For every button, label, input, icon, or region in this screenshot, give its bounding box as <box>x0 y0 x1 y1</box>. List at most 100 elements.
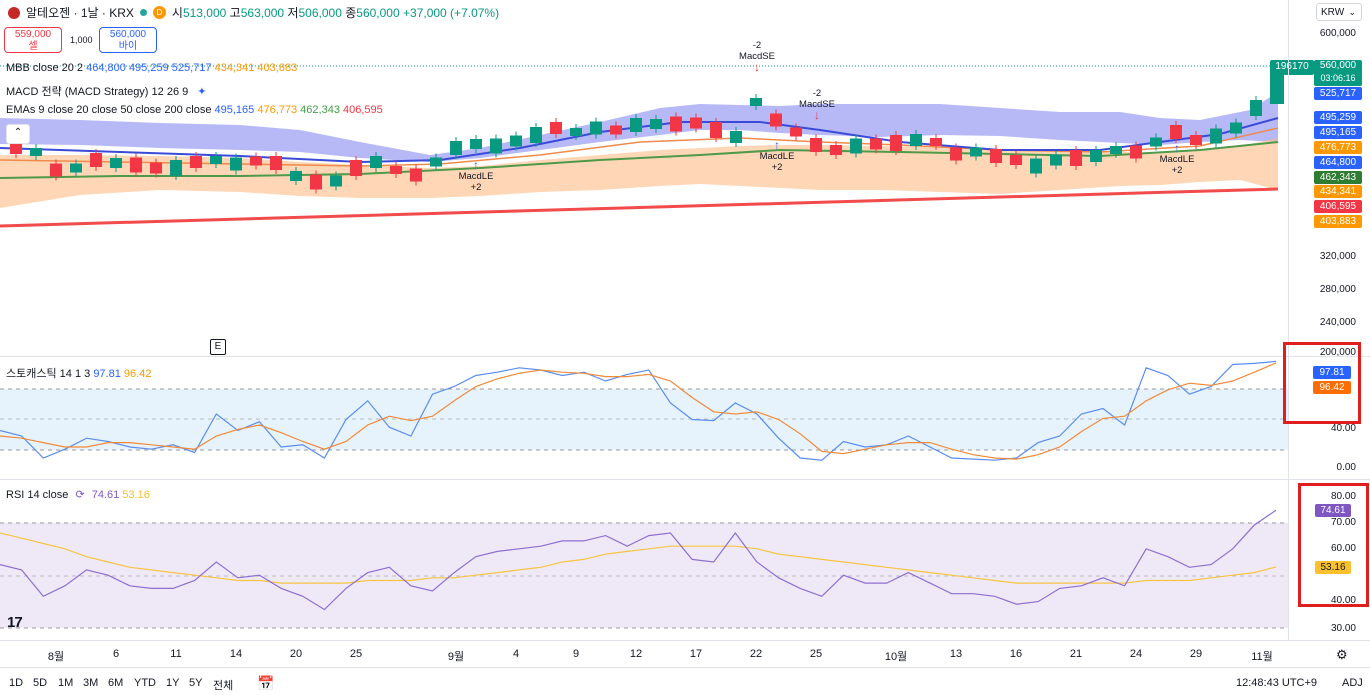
sell-button[interactable]: 559,000 셀 <box>4 27 62 53</box>
price-label: 462,343 <box>1314 171 1362 184</box>
timeframe-button-1[interactable]: 5D <box>33 677 48 689</box>
market-open-dot-icon <box>139 9 147 16</box>
arrow-down-icon: ↓ <box>814 108 820 122</box>
candle <box>910 134 922 146</box>
price-label: 403,883 <box>1314 215 1362 228</box>
candle <box>10 142 22 154</box>
candle <box>990 149 1002 163</box>
candle <box>210 156 222 164</box>
candle <box>1250 100 1262 116</box>
candle <box>1110 146 1122 154</box>
price-axis[interactable]: 600,000 320,000 280,000 240,000 200,000 <box>1319 28 1356 358</box>
symbol-title[interactable]: 알테오젠 · 1날 · KRX <box>26 6 134 20</box>
candle <box>610 125 622 135</box>
candle <box>1010 155 1022 165</box>
refresh-icon[interactable]: ⟳ <box>75 489 85 501</box>
stochastic-pane[interactable] <box>0 357 1288 479</box>
candle <box>650 119 662 129</box>
timeframe-button-6[interactable]: 1Y <box>166 677 180 689</box>
candle <box>510 135 522 147</box>
candle <box>470 139 482 149</box>
pane-divider[interactable] <box>0 479 1370 480</box>
symbol-header[interactable]: 알테오젠 · 1날 · KRX D 시513,000 고563,000 저506… <box>8 4 499 21</box>
chevron-up-icon: ⌃ <box>13 127 23 138</box>
tradingview-logo[interactable]: 17 <box>7 614 23 631</box>
candle <box>710 122 722 138</box>
candle <box>970 147 982 157</box>
pane-divider[interactable] <box>0 356 1370 357</box>
price-label: 495,165 <box>1314 126 1362 139</box>
time-axis-label: 11 <box>170 648 182 660</box>
rsi-axis[interactable]: 80.00 70.00 60.00 40.00 30.00 <box>1330 491 1356 634</box>
timeframe-button-4[interactable]: 6M <box>108 677 124 689</box>
candle <box>1230 122 1242 134</box>
chart-settings-gear-icon[interactable]: ⚙ <box>1336 647 1348 662</box>
time-axis-label: 11월 <box>1251 651 1273 663</box>
price-label-last: 560,000 03:06:16 <box>1314 60 1362 86</box>
adj-toggle[interactable]: ADJ <box>1342 677 1363 689</box>
candle <box>390 166 402 174</box>
emas-legend[interactable]: EMAs 9 close 20 close 50 close 200 close… <box>6 104 383 116</box>
spread-value: 1,000 <box>70 35 93 45</box>
candle <box>630 118 642 132</box>
timeframe-button-7[interactable]: 5Y <box>189 677 203 689</box>
macd-strategy-legend[interactable]: MACD 전략 (MACD Strategy) 12 26 9 ✦ <box>6 86 207 98</box>
price-label: 434,341 <box>1314 185 1362 198</box>
timeframe-button-3[interactable]: 3M <box>83 677 99 689</box>
candle <box>770 113 782 127</box>
candle <box>790 127 802 137</box>
macd-long-entry-annotation: ↑ MacdLE +2 <box>759 138 795 173</box>
candle <box>230 157 242 171</box>
earnings-marker[interactable]: E <box>210 339 226 355</box>
stochastic-legend[interactable]: 스토캐스틱 14 1 3 97.81 96.42 <box>6 368 152 380</box>
candle <box>190 156 202 168</box>
stoch-k-label: 97.81 <box>1313 366 1351 379</box>
candle <box>870 138 882 150</box>
time-axis-label: 14 <box>229 648 243 660</box>
date-range-calendar-icon[interactable]: 📅 <box>257 675 275 691</box>
time-axis-label: 10월 <box>884 651 908 663</box>
timeframe-button-5[interactable]: YTD <box>134 677 156 689</box>
rsi-line <box>0 509 1277 611</box>
candle <box>550 122 562 134</box>
macd-long-entry-annotation: ↑ MacdLE +2 <box>458 158 494 193</box>
rsi-pane[interactable] <box>0 480 1288 640</box>
highlight-box-stochastic <box>1283 342 1361 424</box>
main-price-chart[interactable] <box>0 0 1288 356</box>
time-axis-label: 24 <box>1129 648 1143 660</box>
candles <box>10 62 1284 194</box>
timeframe-button-0[interactable]: 1D <box>9 677 24 689</box>
macd-short-entry-annotation: -2 MacdSE ↓ <box>739 40 775 74</box>
price-label: 464,800 <box>1314 156 1362 169</box>
candle <box>110 158 122 168</box>
candle <box>490 138 502 154</box>
rsi-ma-line <box>0 532 1277 584</box>
candle <box>370 156 382 168</box>
stochastic-axis[interactable]: 40.00 0.00 <box>1330 423 1356 473</box>
pane-divider <box>0 667 1370 668</box>
timeframe-button-8[interactable]: 전체 <box>213 680 234 692</box>
dividend-badge[interactable]: D <box>152 6 166 19</box>
candle <box>310 174 322 190</box>
stoch-k-line <box>0 360 1277 461</box>
clock-text[interactable]: 12:48:43 UTC+9 <box>1236 677 1318 689</box>
mbb-legend[interactable]: MBB close 20 2 464,800 495,259 525,717 4… <box>6 62 298 74</box>
collapse-legend-button[interactable]: ⌃ <box>6 124 30 144</box>
time-axis-label: 25 <box>809 648 823 660</box>
candle <box>570 128 582 136</box>
buy-button[interactable]: 560,000 바이 <box>99 27 157 53</box>
rsi-legend[interactable]: RSI 14 close ⟳ 74.61 53.16 <box>6 489 150 501</box>
price-label: 525,717 <box>1314 87 1362 100</box>
time-axis-label: 4 <box>512 648 520 660</box>
candle <box>290 171 302 181</box>
timeframe-button-2[interactable]: 1M <box>58 677 74 689</box>
candle <box>30 148 42 156</box>
strategy-settings-icon[interactable]: ✦ <box>197 86 207 98</box>
currency-select[interactable]: KRW ⌄ <box>1316 3 1362 21</box>
arrow-down-icon: ↓ <box>754 60 760 74</box>
price-label-ema-volume: 196170 <box>1270 60 1314 75</box>
candle <box>150 162 162 174</box>
candle <box>690 117 702 129</box>
candle <box>130 157 142 173</box>
time-axis-label: 22 <box>749 648 763 660</box>
